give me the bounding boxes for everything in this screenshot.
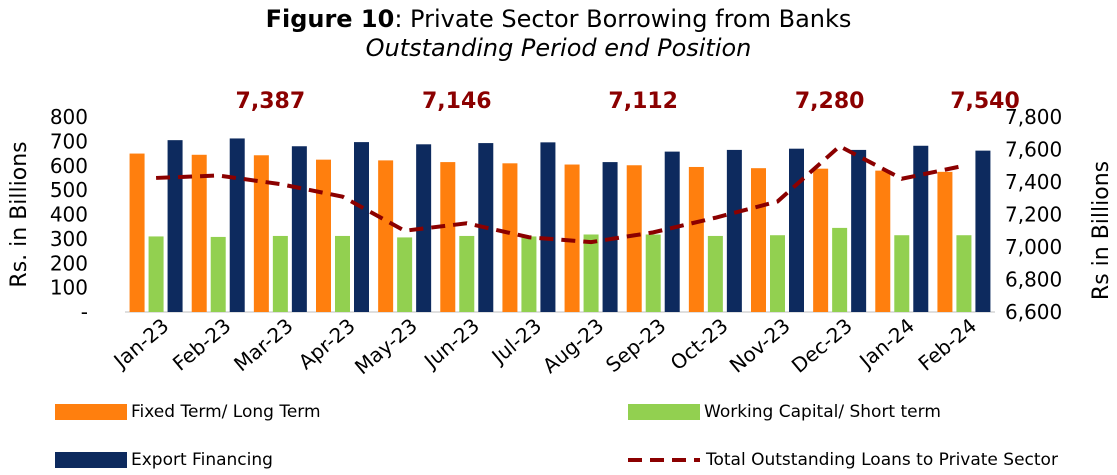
annotation-label: 7,280 (795, 89, 865, 114)
bar-working-capital (272, 235, 288, 312)
y2-tick-label: 6,800 (1005, 268, 1062, 292)
y-tick-label: 100 (50, 276, 88, 300)
legend-label-fixed: Fixed Term/ Long Term (131, 402, 321, 422)
x-tick-label: Aug-23 (538, 313, 608, 377)
bar-export-financing (975, 150, 991, 312)
legend-label-working: Working Capital/ Short term (704, 402, 941, 422)
bar-fixed-term (751, 168, 766, 312)
y-tick-label: 300 (50, 227, 88, 251)
x-tick-label: Dec-23 (787, 313, 857, 377)
bar-working-capital (583, 234, 599, 312)
bar-export-financing (229, 138, 245, 312)
y2-tick-label: 7,600 (1005, 138, 1062, 162)
bar-fixed-term (626, 165, 642, 312)
line-total-outstanding (155, 143, 965, 245)
bar-export-financing (416, 144, 432, 312)
chart-subtitle: Outstanding Period end Position (365, 34, 752, 62)
y2-tick-label: 7,800 (1005, 105, 1062, 129)
bar-working-capital (770, 235, 785, 312)
bar-export-financing (167, 140, 183, 312)
bar-export-financing (913, 145, 929, 312)
y2-tick-label: 6,600 (1005, 300, 1062, 324)
bar-fixed-term (564, 164, 580, 312)
y2-tick-label: 7,000 (1005, 235, 1062, 259)
legend-item-fixed: Fixed Term/ Long Term (55, 402, 321, 422)
annotation-label: 7,112 (608, 89, 678, 114)
bar-fixed-term (378, 160, 394, 312)
y-tick-label: - (81, 300, 88, 324)
x-tick-label: Apr-23 (294, 313, 360, 374)
bar-working-capital (956, 235, 972, 312)
x-tick-label: Jan-23 (108, 313, 174, 373)
chart-title: Figure 10: Private Sector Borrowing from… (0, 4, 1117, 34)
bar-fixed-term (440, 162, 456, 312)
y2-axis-title: Rs in Billions (1089, 161, 1114, 300)
y-tick-label: 800 (50, 105, 88, 129)
bar-fixed-term (688, 166, 704, 312)
bar-fixed-term (129, 153, 145, 312)
x-tick-label: Sep-23 (601, 313, 670, 377)
bar-fixed-term (875, 170, 891, 312)
legend-item-working: Working Capital/ Short term (628, 402, 941, 422)
bar-working-capital (459, 235, 475, 312)
bar-export-financing (664, 151, 680, 312)
y-tick-label: 200 (50, 251, 88, 275)
bar-working-capital (832, 227, 848, 312)
bar-fixed-term (937, 171, 953, 312)
chart-title-block: Figure 10: Private Sector Borrowing from… (0, 4, 1117, 62)
bar-working-capital (707, 235, 723, 312)
bar-export-financing (789, 148, 804, 312)
bar-working-capital (335, 235, 350, 312)
bar-working-capital (148, 236, 164, 312)
bar-fixed-term (316, 159, 331, 312)
y2-tick-label: 7,400 (1005, 170, 1062, 194)
legend-swatch-working (628, 404, 700, 420)
legend-swatch-export (55, 452, 127, 468)
x-tick-label: Feb-24 (914, 313, 982, 375)
chart-title-text: : Private Sector Borrowing from Banks (394, 5, 852, 33)
bar-fixed-term (191, 154, 207, 312)
bar-export-financing (291, 146, 307, 312)
legend-swatch-total (628, 458, 700, 462)
x-tick-label: May-23 (350, 313, 422, 379)
bar-working-capital (397, 237, 413, 312)
legend-swatch-fixed (55, 404, 127, 420)
bar-fixed-term (502, 163, 518, 312)
y-tick-label: 600 (50, 154, 88, 178)
x-tick-label: Jan-24 (853, 313, 919, 373)
bar-export-financing (851, 149, 867, 312)
x-tick-label: Mar-23 (229, 313, 297, 376)
legend-label-export: Export Financing (131, 450, 273, 470)
annotation-label: 7,387 (236, 89, 306, 114)
x-tick-label: Nov-23 (725, 313, 795, 377)
bar-working-capital (521, 236, 537, 312)
bar-working-capital (210, 236, 226, 312)
bar-export-financing (726, 149, 742, 312)
bar-fixed-term (253, 155, 269, 312)
bar-working-capital (894, 235, 910, 312)
bar-working-capital (645, 234, 661, 312)
legend-label-total: Total Outstanding Loans to Private Secto… (706, 450, 1058, 470)
legend-item-export: Export Financing (55, 450, 273, 470)
legend-item-total: Total Outstanding Loans to Private Secto… (628, 450, 1058, 470)
x-tick-label: Oct-23 (666, 313, 733, 375)
y2-tick-label: 7,200 (1005, 203, 1062, 227)
y-tick-label: 500 (50, 178, 88, 202)
x-tick-label: Jun-23 (418, 313, 484, 374)
y-axis-title: Rs. in Billions (7, 141, 32, 287)
bar-export-financing (354, 142, 369, 312)
annotation-label: 7,540 (950, 89, 1020, 114)
x-tick-label: Jul-23 (486, 313, 546, 369)
y-tick-label: 700 (50, 129, 88, 153)
y-tick-label: 400 (50, 203, 88, 227)
bar-export-financing (540, 142, 556, 312)
bar-fixed-term (813, 168, 829, 312)
chart-title-figure-number: Figure 10 (265, 5, 395, 33)
x-tick-label: Feb-23 (168, 313, 236, 375)
bar-export-financing (602, 162, 618, 312)
annotation-label: 7,146 (422, 89, 492, 114)
